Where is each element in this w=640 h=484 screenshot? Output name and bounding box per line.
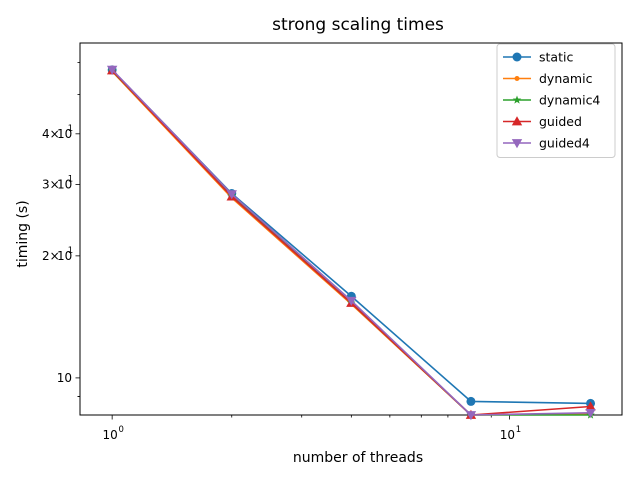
y-tick-label-exponent: 1 <box>68 124 73 134</box>
legend-frame <box>496 43 616 158</box>
y-tick-label: 4×101 <box>42 124 73 141</box>
x-tick-label: 10 1 <box>500 425 521 442</box>
legend: static dynamic dynamic4 guided guided4 <box>496 43 616 158</box>
y-axis-label: timing (s) <box>15 200 31 267</box>
legend-entry-static: static <box>503 50 573 65</box>
legend-entry-dynamic: dynamic <box>503 71 593 86</box>
x-tick-label-exponent: 0 <box>118 425 123 435</box>
chart-title: strong scaling times <box>272 15 444 35</box>
y-tick-label-base: 10 <box>57 249 72 263</box>
legend-label: dynamic <box>539 71 593 86</box>
data-point-guided4 <box>346 296 357 306</box>
series-guided4 <box>106 65 596 421</box>
legend-swatch-marker <box>511 116 523 126</box>
legend-label: guided <box>539 114 582 129</box>
data-point-guided <box>585 401 596 411</box>
y-tick-label-exponent: 1 <box>68 246 73 256</box>
data-point-static <box>466 396 476 406</box>
y-tick-label: 10 <box>57 371 72 385</box>
legend-entry-guided4: guided4 <box>503 136 590 151</box>
data-point-guided4 <box>106 65 118 75</box>
y-tick-label-base: 10 <box>57 127 72 141</box>
y-tick-label-coefficient: 4× <box>42 127 60 141</box>
y-tick-label-base: 10 <box>57 177 72 191</box>
legend-swatch-marker <box>514 76 520 81</box>
x-tick-label-base: 10 <box>103 428 118 442</box>
x-axis-label: number of threads <box>293 450 423 466</box>
data-point-guided4 <box>226 190 237 200</box>
x-tick-label-exponent: 1 <box>516 425 521 435</box>
y-tick-label: 2×101 <box>42 246 73 263</box>
legend-label: dynamic4 <box>539 93 600 108</box>
y-tick-label-exponent: 1 <box>68 174 73 184</box>
y-tick-label: 3×101 <box>42 174 73 191</box>
legend-entry-guided: guided <box>503 114 582 129</box>
legend-swatch-marker <box>511 139 523 149</box>
data-point-guided4 <box>585 408 596 419</box>
x-tick-label-base: 10 <box>500 428 515 442</box>
legend-label: guided4 <box>539 136 590 151</box>
x-tick-label: 10 0 <box>103 425 124 442</box>
legend-swatch-marker <box>512 52 522 62</box>
legend-entry-dynamic4: dynamic4 <box>503 93 600 108</box>
legend-swatch-marker <box>512 95 522 104</box>
data-point-guided4 <box>465 411 477 421</box>
y-tick-label-coefficient: 3× <box>42 177 60 191</box>
legend-label: static <box>539 50 573 65</box>
y-tick-label-coefficient: 2× <box>42 249 60 263</box>
